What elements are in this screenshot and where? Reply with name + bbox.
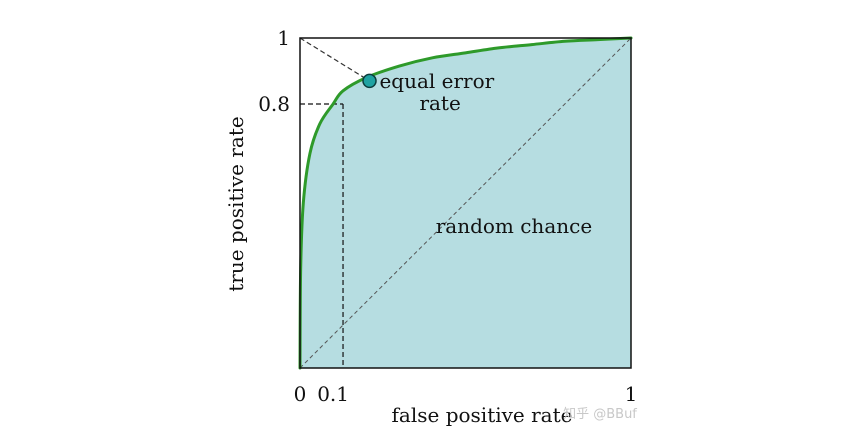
y-tick-label: 0.8 — [258, 92, 290, 116]
annotation-line: rate — [419, 91, 460, 115]
tick-labels: 0 0.1 1 0.8 1 — [258, 26, 637, 406]
equal-error-point — [362, 73, 377, 89]
equal-error-annotation: equal error rate — [379, 69, 494, 115]
equal-error-line — [299, 37, 370, 82]
y-tick-label: 1 — [277, 26, 290, 50]
roc-curve — [298, 36, 633, 370]
annotation-line: equal error — [379, 69, 494, 93]
x-tick-label: 0.1 — [317, 382, 349, 406]
x-tick-label: 0 — [294, 382, 307, 406]
watermark: 知乎 @BBuf — [563, 406, 637, 422]
random-chance-line — [299, 37, 632, 369]
y-axis-label: true positive rate — [224, 116, 248, 291]
annotation-line: random chance — [436, 214, 592, 238]
plot-area: equal error rate random chance — [298, 36, 633, 370]
random-chance-annotation: random chance — [436, 214, 592, 238]
x-axis-label: false positive rate — [392, 403, 573, 427]
plot-frame — [299, 37, 632, 369]
x-tick-label: 1 — [625, 382, 638, 406]
